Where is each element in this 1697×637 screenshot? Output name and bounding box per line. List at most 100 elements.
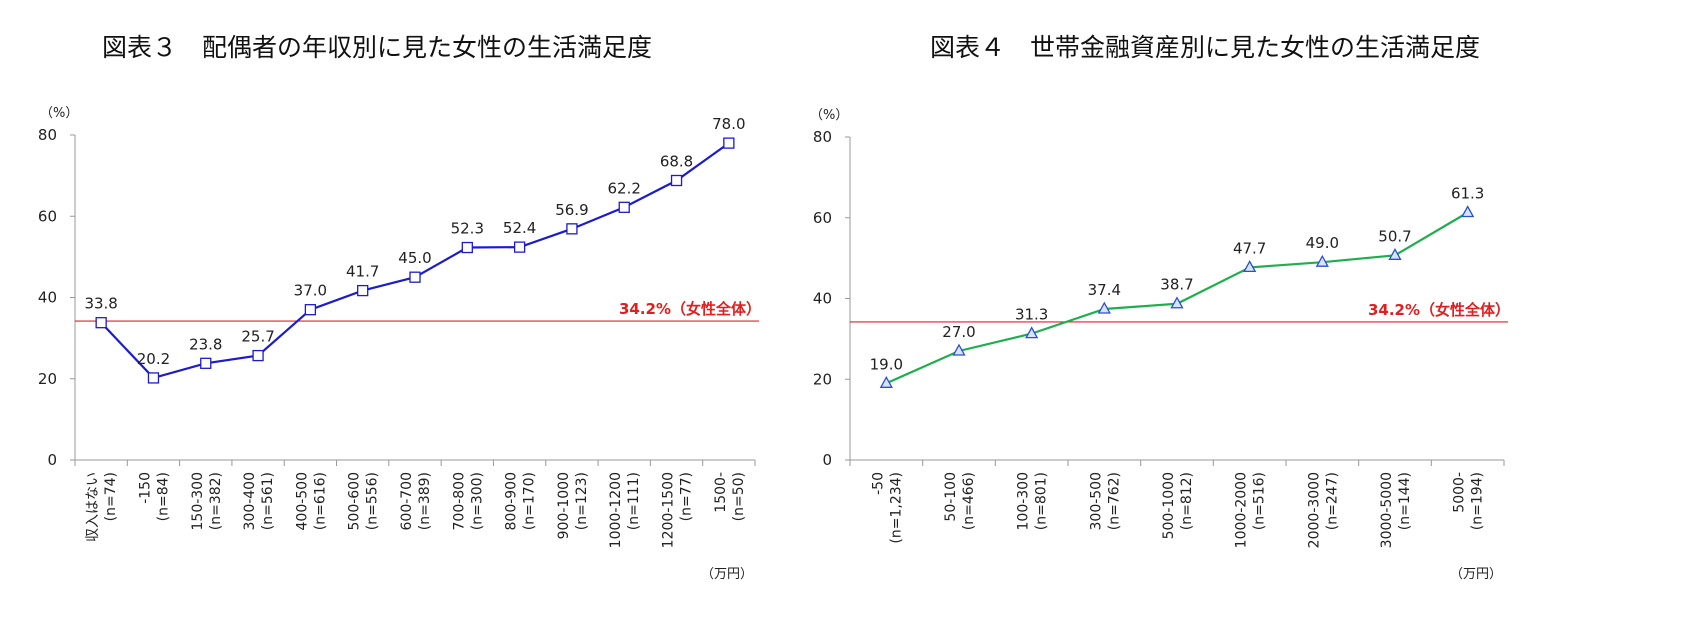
x-category-label: 100-300 bbox=[1016, 472, 1032, 531]
data-point-marker bbox=[357, 284, 369, 297]
x-category-label: 300-400 bbox=[242, 472, 258, 531]
data-point-marker bbox=[461, 241, 473, 254]
data-label: 41.7 bbox=[346, 263, 379, 281]
data-label: 62.2 bbox=[608, 179, 641, 197]
data-label: 23.8 bbox=[189, 335, 222, 353]
x-category-label: 3000-5000 bbox=[1379, 472, 1395, 548]
y-tick-label: 80 bbox=[813, 128, 832, 146]
x-category-label: -50 bbox=[870, 472, 886, 495]
data-point-marker bbox=[1315, 254, 1329, 267]
data-label: 47.7 bbox=[1233, 239, 1266, 257]
x-sample-size-label: (n=84) bbox=[155, 472, 171, 521]
x-category-label: 500-600 bbox=[347, 472, 363, 531]
x-sample-size-label: (n=77) bbox=[679, 472, 695, 521]
chart-panel-income: 図表３ 配偶者の年収別に見た女性の生活満足度 （%） 0 20 40 60 80 収入はない… bbox=[38, 33, 761, 582]
y-tick-label: 40 bbox=[38, 289, 57, 307]
x-sample-size-label: (n=556) bbox=[365, 472, 381, 530]
x-sample-size-label: (n=111) bbox=[626, 472, 642, 530]
chart-title: 図表３ 配偶者の年収別に見た女性の生活満足度 bbox=[102, 33, 653, 62]
x-category-label: 50-100 bbox=[943, 472, 959, 522]
y-tick-label: 0 bbox=[47, 451, 57, 469]
data-label: 37.4 bbox=[1088, 281, 1121, 299]
x-category-label: 400-500 bbox=[294, 472, 310, 531]
data-label: 52.3 bbox=[451, 220, 484, 238]
x-sample-size-label: (n=466) bbox=[961, 472, 977, 530]
y-tick-label: 60 bbox=[813, 209, 832, 227]
data-label: 27.0 bbox=[942, 323, 975, 341]
data-label: 49.0 bbox=[1306, 234, 1339, 252]
reference-line-label: 34.2%（女性全体） bbox=[619, 300, 761, 318]
x-sample-size-label: (n=1,234) bbox=[888, 472, 904, 544]
data-point-marker bbox=[200, 357, 212, 369]
y-axis-unit-label: （%） bbox=[810, 108, 848, 123]
data-label: 19.0 bbox=[870, 355, 903, 373]
line-chart-household-assets: （%） 0 20 40 60 80 -50 (n=1,234) 50-100 (n=466) 100… bbox=[810, 108, 1510, 582]
x-category-label: 500-1000 bbox=[1161, 472, 1177, 539]
x-sample-size-label: (n=616) bbox=[312, 472, 328, 530]
data-label: 52.4 bbox=[503, 219, 536, 237]
x-sample-size-label: (n=389) bbox=[417, 472, 433, 530]
reference-line-label: 34.2%（女性全体） bbox=[1368, 301, 1510, 319]
y-tick-label: 0 bbox=[822, 451, 832, 469]
x-category-label: 300-500 bbox=[1088, 472, 1104, 531]
data-point-marker bbox=[304, 304, 317, 316]
x-sample-size-label: (n=561) bbox=[260, 472, 276, 530]
x-sample-size-label: (n=123) bbox=[574, 472, 590, 530]
x-sample-size-label: (n=516) bbox=[1252, 472, 1268, 530]
x-category-label: 収入はない bbox=[85, 472, 101, 542]
x-sample-size-label: (n=300) bbox=[469, 472, 485, 530]
x-category-label: 150-300 bbox=[190, 472, 206, 531]
data-point-marker bbox=[618, 201, 630, 213]
y-axis-unit-label: （%） bbox=[40, 106, 78, 121]
data-point-marker bbox=[952, 343, 966, 356]
data-label: 31.3 bbox=[1015, 306, 1048, 324]
chart-panel-assets: 図表４ 世帯金融資産別に見た女性の生活満足度 （%） 0 20 40 60 80 -50 (n… bbox=[810, 0, 1697, 637]
data-label: 50.7 bbox=[1378, 227, 1411, 245]
x-category-label: 5000- bbox=[1452, 472, 1468, 513]
data-point-marker bbox=[252, 349, 264, 362]
data-label: 20.2 bbox=[137, 350, 170, 368]
x-category-label: 1000-1200 bbox=[608, 472, 624, 548]
x-axis-unit-label: （万円） bbox=[701, 567, 753, 582]
y-tick-label: 60 bbox=[38, 207, 57, 225]
x-axis-unit-label: （万円） bbox=[1450, 567, 1502, 582]
x-category-label: 2000-3000 bbox=[1306, 472, 1322, 548]
data-point-marker bbox=[1025, 326, 1039, 339]
data-point-marker bbox=[409, 271, 421, 283]
x-category-label: 700-800 bbox=[451, 472, 467, 531]
data-label: 78.0 bbox=[712, 115, 745, 133]
data-point-marker bbox=[723, 137, 735, 149]
data-point-marker bbox=[147, 372, 160, 384]
chart-title: 図表４ 世帯金融資産別に見た女性の生活満足度 bbox=[930, 33, 1481, 62]
data-label: 33.8 bbox=[84, 295, 117, 313]
data-point-marker bbox=[95, 317, 107, 329]
data-label: 56.9 bbox=[555, 201, 588, 219]
x-category-label: 1000-2000 bbox=[1234, 472, 1250, 548]
data-label: 25.7 bbox=[241, 328, 274, 346]
y-tick-label: 20 bbox=[38, 370, 57, 388]
y-tick-label: 20 bbox=[813, 370, 832, 388]
line-chart-spouse-income: （%） 0 20 40 60 80 収入はない (n=74) -150 (n=84) 150-300… bbox=[38, 106, 761, 582]
data-point-marker bbox=[879, 375, 893, 388]
data-label: 61.3 bbox=[1451, 185, 1484, 203]
data-point-marker bbox=[1243, 260, 1257, 273]
data-point-marker bbox=[1388, 247, 1402, 260]
x-category-label: -150 bbox=[137, 472, 153, 504]
x-sample-size-label: (n=50) bbox=[731, 472, 747, 521]
data-point-marker bbox=[513, 241, 526, 253]
data-point-marker bbox=[1170, 296, 1184, 309]
data-point-marker bbox=[566, 223, 578, 235]
x-sample-size-label: (n=801) bbox=[1034, 472, 1050, 530]
x-sample-size-label: (n=812) bbox=[1179, 472, 1195, 530]
x-sample-size-label: (n=762) bbox=[1106, 472, 1122, 530]
x-sample-size-label: (n=74) bbox=[103, 472, 119, 521]
x-category-label: 900-1000 bbox=[556, 472, 572, 539]
x-sample-size-label: (n=144) bbox=[1397, 472, 1413, 530]
data-label: 45.0 bbox=[398, 249, 431, 267]
data-label: 38.7 bbox=[1160, 276, 1193, 294]
x-sample-size-label: (n=170) bbox=[522, 472, 538, 530]
x-sample-size-label: (n=194) bbox=[1470, 472, 1486, 530]
y-tick-label: 40 bbox=[813, 290, 832, 308]
x-category-label: 1200-1500 bbox=[661, 472, 677, 548]
data-point-marker bbox=[1461, 205, 1475, 218]
